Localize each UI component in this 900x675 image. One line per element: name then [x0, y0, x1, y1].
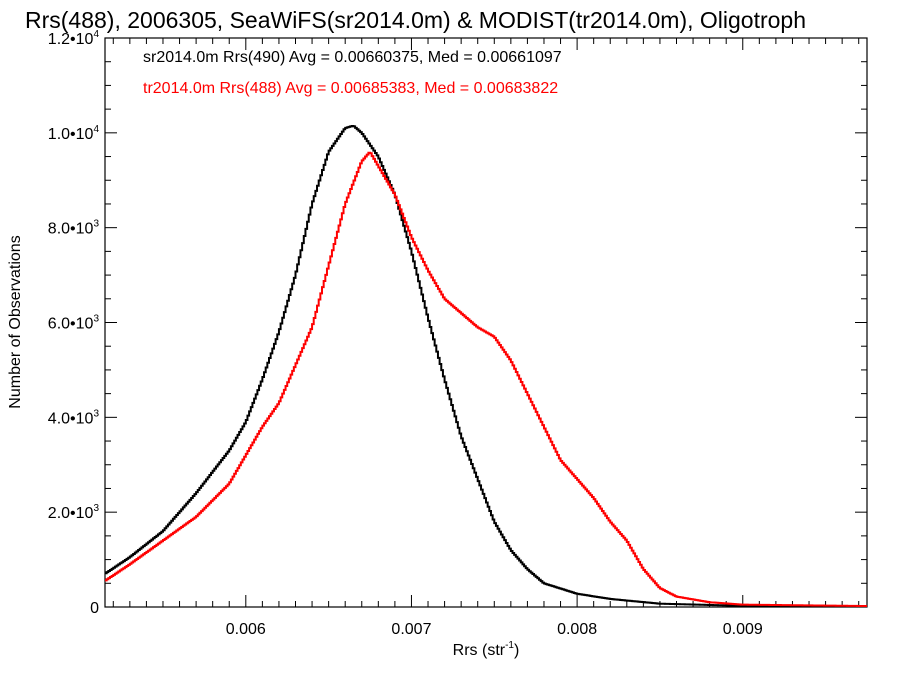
- legend-entry-black: sr2014.0m Rrs(490) Avg = 0.00660375, Med…: [143, 49, 562, 66]
- y-tick-exponent: 3: [93, 314, 99, 325]
- y-tick-exponent: 3: [93, 219, 99, 230]
- data-series: [105, 124, 867, 608]
- y-tick-mantissa: 8.0•10: [48, 221, 94, 238]
- y-tick-exponent: 4: [93, 29, 99, 40]
- x-tick-label: 0.007: [391, 621, 431, 638]
- y-tick-label: 8.0•103: [48, 219, 100, 238]
- y-tick-mantissa: 0: [90, 600, 99, 617]
- y-tick-label: 1.0•104: [48, 124, 100, 143]
- y-tick-mantissa: 1.2•10: [48, 31, 94, 48]
- y-tick-label: 2.0•103: [48, 503, 100, 522]
- chart-title: Rrs(488), 2006305, SeaWiFS(sr2014.0m) & …: [25, 7, 806, 33]
- y-tick-mantissa: 1.0•10: [48, 126, 94, 143]
- x-axis-label: Rrs (str-1): [453, 640, 520, 659]
- y-tick-exponent: 3: [93, 408, 99, 419]
- y-tick-mantissa: 2.0•10: [48, 505, 94, 522]
- y-tick-label: 6.0•103: [48, 314, 100, 333]
- x-axis-label-main: Rrs (str: [453, 642, 506, 659]
- plot-frame: [104, 37, 868, 608]
- y-axis-label: Number of Observations: [7, 235, 24, 408]
- y-tick-label: 4.0•103: [48, 408, 100, 427]
- y-tick-exponent: 4: [93, 124, 99, 135]
- x-tick-label: 0.006: [226, 621, 266, 638]
- legend-entry-red: tr2014.0m Rrs(488) Avg = 0.00685383, Med…: [143, 80, 558, 97]
- y-tick-label: 0: [90, 600, 99, 617]
- series-line-tr2014: [105, 151, 867, 608]
- y-tick-mantissa: 4.0•10: [48, 410, 94, 427]
- y-tick-mantissa: 6.0•10: [48, 316, 94, 333]
- axis-ticks: 0.006 0.007 0.008 0.00902.0•1034.0•1036.0•1…: [48, 29, 867, 638]
- x-tick-label: 0.008: [557, 621, 597, 638]
- series-line-sr2014: [105, 124, 867, 608]
- x-axis-label-sup: -1: [505, 640, 514, 651]
- x-tick-label: 0.009: [723, 621, 763, 638]
- y-tick-label: 1.2•104: [48, 29, 100, 48]
- x-axis-label-close: ): [514, 642, 519, 659]
- y-tick-exponent: 3: [93, 503, 99, 514]
